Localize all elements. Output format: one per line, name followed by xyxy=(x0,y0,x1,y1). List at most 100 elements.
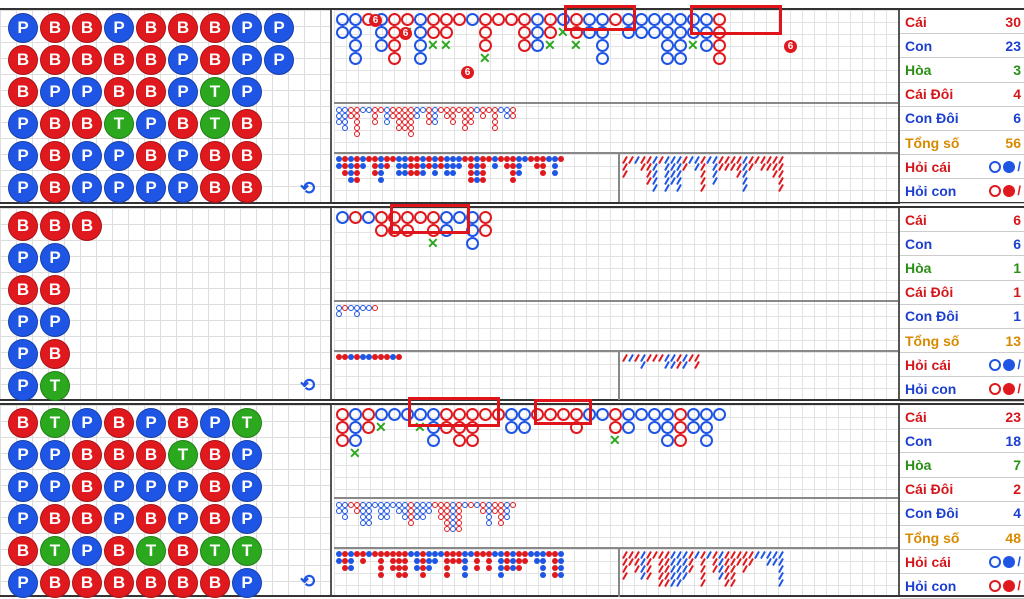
big-eye-mark xyxy=(456,514,462,520)
dot-icon xyxy=(1003,358,1016,371)
small-road-mark xyxy=(402,572,408,578)
bead-ball-b: B xyxy=(40,141,70,171)
tie-mark: ✕ xyxy=(609,432,621,448)
ask-button-hoi-cai[interactable]: Hỏi cái / xyxy=(900,353,1024,378)
small-road-mark xyxy=(474,163,480,169)
road-separator xyxy=(618,152,620,202)
stat-value-hoa: 1 xyxy=(1013,259,1021,276)
big-eye-mark xyxy=(486,520,492,526)
cockroach-mark xyxy=(748,163,754,171)
small-road-mark xyxy=(354,156,360,162)
switch-icon[interactable]: ⟲ xyxy=(300,375,316,395)
small-road-mark xyxy=(420,163,426,169)
bead-ball-p: P xyxy=(8,339,38,369)
bead-ball-b: B xyxy=(40,211,70,241)
ask-button-hoi-cai[interactable]: Hỏi cái / xyxy=(900,550,1024,575)
ask-button-hoi-con[interactable]: Hỏi con / xyxy=(900,179,1024,204)
small-road-mark xyxy=(396,163,402,169)
switch-icon[interactable]: ⟲ xyxy=(300,571,316,591)
small-road-mark xyxy=(510,558,516,564)
big-road-player xyxy=(466,13,479,26)
bead-ball-p: P xyxy=(168,77,198,107)
ask-button-hoi-con[interactable]: Hỏi con / xyxy=(900,377,1024,402)
cockroach-mark xyxy=(640,361,646,369)
ask-legend: / xyxy=(989,554,1021,569)
ask-button-hoi-con[interactable]: Hỏi con / xyxy=(900,574,1024,599)
small-road-mark xyxy=(492,551,498,557)
derived-roads: ✕ xyxy=(334,204,898,400)
big-road-player xyxy=(596,26,609,39)
bead-ball-p: P xyxy=(8,109,38,139)
small-road-mark xyxy=(498,565,504,571)
bead-ball-b: B xyxy=(168,568,198,598)
big-road-banker xyxy=(388,52,401,65)
small-road-mark xyxy=(378,170,384,176)
ask-button-hoi-cai[interactable]: Hỏi cái / xyxy=(900,155,1024,180)
big-eye-mark xyxy=(360,514,366,520)
big-eye-mark xyxy=(498,107,504,113)
big-road-banker xyxy=(544,26,557,39)
big-eye-mark xyxy=(468,119,474,125)
small-road-mark xyxy=(360,551,366,557)
small-road-mark xyxy=(360,354,366,360)
big-road-player xyxy=(596,52,609,65)
switch-icon[interactable]: ⟲ xyxy=(300,178,316,198)
bead-ball-b: B xyxy=(200,472,230,502)
small-road-mark xyxy=(420,558,426,564)
big-road-banker xyxy=(336,434,349,447)
cockroach-mark xyxy=(682,163,688,171)
bead-ball-b: B xyxy=(40,275,70,305)
big-eye-mark xyxy=(462,119,468,125)
stat-label-cai-doi: Cái Đôi xyxy=(905,481,954,498)
bead-ball-p: P xyxy=(8,173,38,203)
small-road-mark xyxy=(342,163,348,169)
small-road-mark xyxy=(486,551,492,557)
stat-row-cai-doi: Cái Đôi 2 xyxy=(900,478,1024,502)
small-road-mark xyxy=(360,163,366,169)
big-road-banker xyxy=(713,39,726,52)
highlight-box xyxy=(534,399,592,425)
big-road-banker xyxy=(427,211,440,224)
small-road-mark xyxy=(372,170,378,176)
big-eye-mark xyxy=(444,107,450,113)
big-eye-mark xyxy=(336,107,342,113)
big-eye-mark xyxy=(456,520,462,526)
small-road-mark xyxy=(558,558,564,564)
big-eye-mark xyxy=(354,113,360,119)
big-eye-mark xyxy=(390,502,396,508)
bead-ball-p: P xyxy=(104,472,134,502)
big-road-player xyxy=(622,421,635,434)
bead-plate: B B B P P B B P P P B P T ⟲ xyxy=(0,208,332,401)
stat-value-con: 18 xyxy=(1005,432,1021,449)
road-separator xyxy=(618,547,620,597)
small-road-mark xyxy=(342,170,348,176)
big-eye-mark xyxy=(498,520,504,526)
ring-icon xyxy=(989,382,1002,395)
big-eye-mark xyxy=(432,113,438,119)
big-road-player xyxy=(648,421,661,434)
cockroach-mark xyxy=(688,565,694,573)
dot-icon xyxy=(1003,555,1016,568)
small-road-mark xyxy=(408,170,414,176)
small-road-mark xyxy=(462,565,468,571)
small-road-mark xyxy=(468,170,474,176)
big-eye-mark xyxy=(456,502,462,508)
bead-ball-p: P xyxy=(168,45,198,75)
big-road-player xyxy=(661,408,674,421)
big-eye-mark xyxy=(348,107,354,113)
small-road-mark xyxy=(396,354,402,360)
small-road-mark xyxy=(390,558,396,564)
bead-ball-b: B xyxy=(40,339,70,369)
big-road-player xyxy=(453,211,466,224)
big-eye-mark xyxy=(396,508,402,514)
cockroach-mark xyxy=(700,579,706,587)
big-road-player xyxy=(427,434,440,447)
cockroach-mark xyxy=(742,565,748,573)
big-eye-mark xyxy=(480,107,486,113)
bead-ball-p: P xyxy=(8,141,38,171)
big-road-banker xyxy=(427,26,440,39)
big-road-player xyxy=(349,408,362,421)
big-road-player xyxy=(700,408,713,421)
big-eye-mark xyxy=(450,526,456,532)
